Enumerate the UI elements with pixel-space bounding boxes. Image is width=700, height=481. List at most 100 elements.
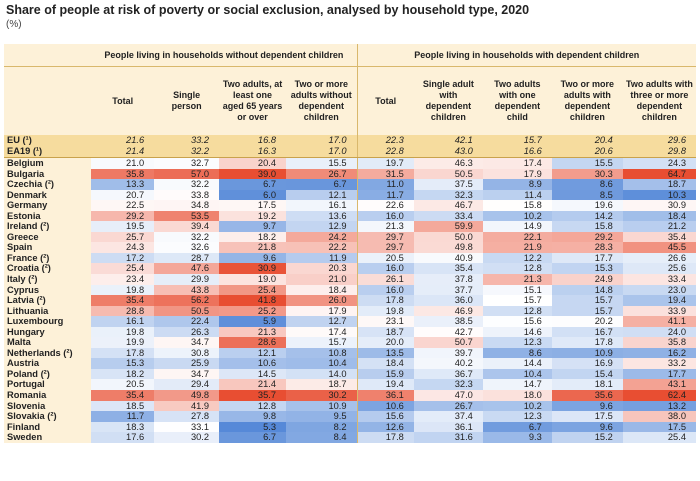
- cell: 47.0: [413, 390, 483, 401]
- cell: 23.1: [356, 316, 414, 327]
- cell: 23.4: [91, 274, 155, 285]
- table-row: Finland 18.3 33.1 5.3 8.2 12.6 36.1 6.7 9.6 17.5: [4, 421, 696, 433]
- cell: 32.6: [154, 242, 220, 253]
- cell: 22.1: [482, 231, 552, 243]
- table-row: Cyprus 19.8 43.8 25.4 18.4 16.0 37.7 15.1 14.8 23…: [4, 284, 696, 296]
- cell: 34.7: [154, 368, 220, 380]
- cell: 5.3: [219, 421, 287, 433]
- row-label: Poland (²): [4, 368, 92, 380]
- cell: 20.7: [91, 189, 155, 201]
- cell: 29.7: [356, 231, 414, 243]
- cell: 13.2: [622, 400, 696, 412]
- cell: 9.7: [219, 221, 287, 232]
- cell: 16.0: [356, 263, 414, 275]
- cell: 17.9: [286, 305, 358, 317]
- cell: 15.9: [356, 368, 414, 380]
- column-header: Two or more adults without dependent chi…: [286, 66, 358, 135]
- cell: 26.0: [286, 295, 358, 306]
- cell: 17.5: [622, 421, 696, 433]
- table-row: Luxembourg 16.1 22.4 5.9 12.7 23.1 38.5 15.6 20.…: [4, 316, 696, 327]
- cell: 50.5: [413, 168, 483, 180]
- cell: 19.0: [219, 274, 287, 285]
- cell: 45.5: [622, 242, 696, 253]
- table-row: EA19 (¹) 21.4 32.2 16.3 17.0 22.8 43.0 16.6 20.6…: [4, 146, 696, 158]
- cell: 12.1: [219, 347, 287, 359]
- cell: 43.1: [622, 379, 696, 391]
- table-row: EU (¹) 21.6 33.2 16.8 17.0 22.3 42.1 15.7 20.4 29…: [4, 135, 696, 146]
- cell: 29.6: [622, 135, 696, 146]
- cell: 8.6: [482, 347, 552, 359]
- cell: 31.6: [413, 432, 483, 443]
- cell: 12.9: [286, 221, 358, 232]
- cell: 21.2: [622, 221, 696, 232]
- cell: 17.8: [551, 337, 623, 348]
- table-row: Hungary 19.8 26.3 21.3 17.4 18.7 42.7 14.6 16.7 2…: [4, 326, 696, 338]
- table-row: Slovakia (²) 11.7 27.8 9.8 9.5 15.6 37.4 12.3 17…: [4, 411, 696, 422]
- column-header: Two or more adults with dependent childr…: [551, 66, 623, 135]
- cell: 17.5: [551, 411, 623, 422]
- table-row: Sweden 17.6 30.2 6.7 8.4 17.8 31.6 9.3 15.2 25.4: [4, 432, 696, 443]
- cell: 14.2: [551, 210, 623, 222]
- cell: 29.8: [622, 146, 696, 158]
- cell: 18.3: [91, 421, 155, 433]
- cell: 11.7: [356, 189, 414, 201]
- cell: 21.8: [219, 242, 287, 253]
- cell: 15.6: [356, 411, 414, 422]
- cell: 37.5: [413, 179, 483, 190]
- cell: 10.9: [551, 347, 623, 359]
- cell: 16.8: [219, 135, 287, 146]
- cell: 21.9: [482, 242, 552, 253]
- cell: 12.8: [482, 263, 552, 275]
- cell: 35.4: [622, 231, 696, 243]
- cell: 41.1: [622, 316, 696, 327]
- cell: 25.6: [622, 263, 696, 275]
- cell: 25.9: [154, 358, 220, 369]
- cell: 8.6: [551, 179, 623, 190]
- cell: 15.8: [482, 200, 552, 211]
- column-header: Two adults, at least one aged 65 years o…: [219, 66, 287, 135]
- row-label: Spain: [4, 242, 92, 253]
- cell: 15.3: [91, 358, 155, 369]
- cell: 17.4: [286, 326, 358, 338]
- table: People living in households without depe…: [4, 44, 696, 443]
- row-label: Czechia (²): [4, 179, 92, 190]
- cell: 15.7: [551, 295, 623, 306]
- cell: 18.4: [356, 358, 414, 369]
- table-row: Latvia (²) 35.4 56.2 41.8 26.0 17.8 36.0 15.7 15…: [4, 295, 696, 306]
- group-header: People living in households with depende…: [356, 44, 696, 67]
- cell: 28.3: [551, 242, 623, 253]
- row-label: Bulgaria: [4, 168, 92, 180]
- cell: 33.2: [622, 358, 696, 369]
- cell: 10.3: [622, 189, 696, 201]
- cell: 17.8: [356, 295, 414, 306]
- cell: 24.9: [551, 274, 623, 285]
- cell: 21.0: [91, 157, 155, 169]
- table-row: Italy (²) 23.4 29.9 19.0 21.0 26.1 37.8 21.3 24.…: [4, 274, 696, 285]
- cell: 43.0: [413, 146, 483, 158]
- table-row: Austria 15.3 25.9 10.6 10.4 18.4 40.2 14.4 16.9 3…: [4, 358, 696, 369]
- cell: 19.4: [356, 379, 414, 391]
- cell: 15.5: [551, 157, 623, 169]
- cell: 33.9: [622, 305, 696, 317]
- cell: 13.6: [286, 210, 358, 222]
- cell: 32.3: [413, 189, 483, 201]
- cell: 9.3: [482, 432, 552, 443]
- cell: 17.7: [622, 368, 696, 380]
- table-row: Poland (²) 18.2 34.7 14.5 14.0 15.9 36.7 10.4 15…: [4, 368, 696, 380]
- cell: 15.3: [551, 263, 623, 275]
- row-label: Ireland (²): [4, 221, 92, 232]
- column-header: Single person: [154, 66, 220, 135]
- row-label: Slovenia: [4, 400, 92, 412]
- table-row: Romania 35.4 49.8 35.7 30.2 36.1 47.0 18.0 35.6 6…: [4, 390, 696, 401]
- cell: 37.7: [413, 284, 483, 296]
- cell: 13.5: [356, 347, 414, 359]
- table-row: Portugal 20.5 29.4 21.4 18.7 19.4 32.3 14.7 18.1…: [4, 379, 696, 391]
- row-label: Sweden: [4, 432, 92, 443]
- cell: 19.2: [219, 210, 287, 222]
- cell: 8.5: [551, 189, 623, 201]
- cell: 25.4: [219, 284, 287, 296]
- cell: 20.6: [551, 146, 623, 158]
- cell: 21.0: [286, 274, 358, 285]
- cell: 35.4: [91, 295, 155, 306]
